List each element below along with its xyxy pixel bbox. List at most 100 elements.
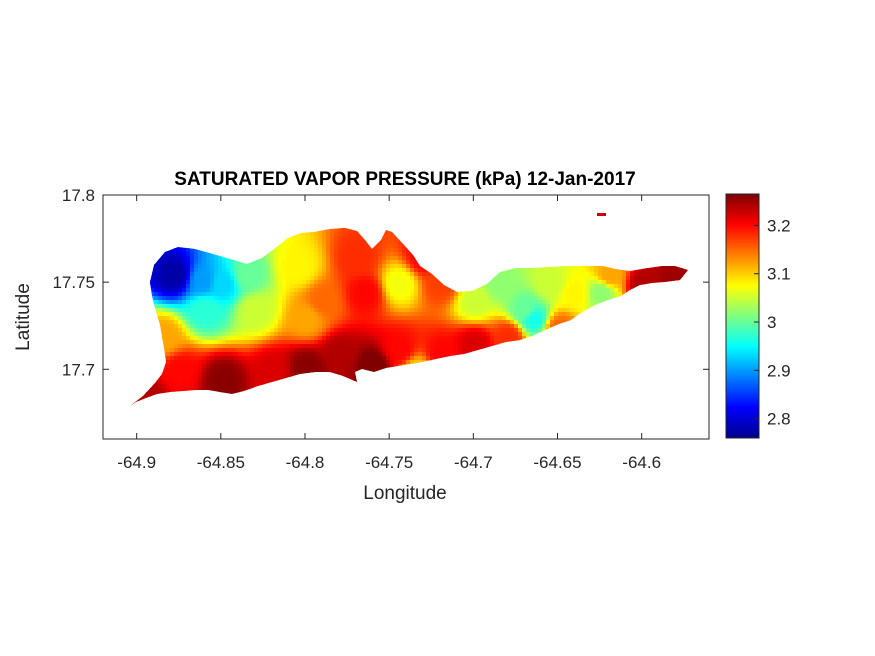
heatmap-cell (442, 256, 447, 261)
heatmap-cell (226, 288, 231, 293)
heatmap-cell (610, 340, 615, 345)
heatmap-cell (182, 348, 187, 353)
heatmap-cell (382, 304, 387, 309)
heatmap-cell (634, 324, 639, 329)
heatmap-cell (162, 292, 167, 297)
heatmap-cell (326, 356, 331, 361)
heatmap-cell (382, 296, 387, 301)
heatmap-cell (286, 336, 291, 341)
heatmap-cell (230, 244, 235, 249)
heatmap-cell (682, 328, 687, 333)
heatmap-cell (398, 312, 403, 317)
heatmap-cell (614, 292, 619, 297)
heatmap-cell (346, 232, 351, 237)
heatmap-cell (374, 284, 379, 289)
heatmap-cell (274, 344, 279, 349)
heatmap-cell (230, 328, 235, 333)
heatmap-cell (154, 292, 159, 297)
heatmap-cell (278, 236, 283, 241)
heatmap-cell (338, 248, 343, 253)
heatmap-cell (642, 232, 647, 237)
heatmap-cell (318, 228, 323, 233)
heatmap-cell (130, 340, 135, 345)
heatmap-cell (314, 288, 319, 293)
heatmap-cell (550, 256, 555, 261)
heatmap-cell (178, 328, 183, 333)
heatmap-cell (154, 356, 159, 361)
heatmap-cell (394, 300, 399, 305)
heatmap-cell (358, 284, 363, 289)
heatmap-cell (278, 300, 283, 305)
heatmap-cell (278, 316, 283, 321)
heatmap-cell (146, 256, 151, 261)
heatmap-cell (686, 296, 688, 301)
heatmap-cell (222, 244, 227, 249)
heatmap-cell (654, 236, 659, 241)
heatmap-cell (378, 232, 383, 237)
heatmap-cell (466, 336, 471, 341)
heatmap-cell (454, 236, 459, 241)
heatmap-cell (674, 236, 679, 241)
heatmap-cell (682, 344, 687, 349)
heatmap-cell (230, 280, 235, 285)
heatmap-cell (166, 296, 171, 301)
heatmap-cell (674, 244, 679, 249)
heatmap-cell (422, 352, 427, 357)
heatmap-cell (310, 252, 315, 257)
heatmap-cell (154, 264, 159, 269)
heatmap-cell (498, 296, 503, 301)
heatmap-cell (554, 304, 559, 309)
heatmap-cell (170, 236, 175, 241)
heatmap-cell (686, 324, 688, 329)
heatmap-cell (150, 228, 155, 229)
heatmap-cell (218, 296, 223, 301)
heatmap-cell (230, 316, 235, 321)
heatmap-cell (658, 340, 663, 345)
heatmap-cell (246, 260, 251, 265)
heatmap-cell (658, 272, 663, 277)
heatmap-cell (206, 248, 211, 253)
heatmap-cell (426, 260, 431, 265)
heatmap-cell (454, 280, 459, 285)
heatmap-cell (198, 272, 203, 277)
heatmap-cell (158, 276, 163, 281)
heatmap-cell (658, 232, 663, 237)
heatmap-cell (362, 320, 367, 325)
heatmap-cell (618, 284, 623, 289)
heatmap-cell (642, 220, 647, 225)
heatmap-cell (194, 344, 199, 349)
heatmap-cell (246, 340, 251, 345)
heatmap-cell (358, 332, 363, 337)
heatmap-cell (238, 228, 243, 233)
heatmap-cell (470, 228, 475, 233)
heatmap-cell (666, 256, 671, 261)
heatmap-cell (462, 356, 467, 361)
heatmap-cell (326, 316, 331, 321)
heatmap-cell (410, 228, 415, 233)
heatmap-cell (534, 284, 539, 289)
heatmap-cell (418, 296, 423, 301)
heatmap-cell (526, 272, 531, 277)
heatmap-cell (366, 260, 371, 265)
heatmap-cell (570, 264, 575, 269)
heatmap-cell (382, 300, 387, 305)
heatmap-cell (666, 352, 671, 357)
heatmap-cell (334, 312, 339, 317)
heatmap-cell (158, 264, 163, 269)
heatmap-cell (386, 276, 391, 281)
heatmap-cell (130, 344, 135, 349)
heatmap-cell (690, 300, 695, 305)
heatmap-cell (290, 320, 295, 325)
heatmap-cell (418, 328, 423, 333)
heatmap-cell (422, 304, 427, 309)
heatmap-cell (674, 356, 679, 361)
heatmap-cell (502, 304, 507, 309)
heatmap-cell (170, 256, 175, 261)
heatmap-cell (334, 292, 339, 297)
heatmap-cell (554, 280, 559, 285)
heatmap-cell (162, 296, 167, 301)
heatmap-cell (430, 332, 435, 337)
heatmap-cell (306, 280, 311, 285)
heatmap-cell (662, 248, 667, 253)
heatmap-cell (186, 244, 191, 249)
